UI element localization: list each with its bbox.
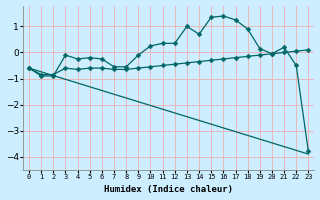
- X-axis label: Humidex (Indice chaleur): Humidex (Indice chaleur): [104, 185, 233, 194]
